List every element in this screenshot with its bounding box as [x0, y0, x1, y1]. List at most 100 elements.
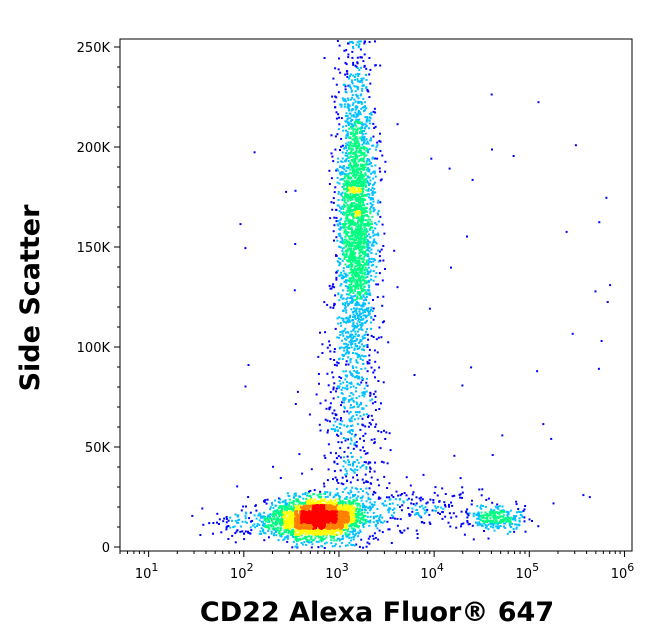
event-point [368, 505, 371, 508]
event-point [345, 100, 347, 103]
event-point [335, 209, 338, 211]
event-point [371, 310, 374, 313]
event-point [365, 181, 368, 184]
event-point [362, 464, 365, 466]
event-point [351, 252, 354, 255]
event-point [367, 416, 369, 419]
event-point [352, 47, 355, 50]
event-point [346, 120, 349, 123]
event-point [490, 520, 493, 523]
event-point [363, 136, 366, 139]
event-point [351, 516, 354, 519]
event-point [338, 502, 341, 505]
event-point [297, 499, 300, 502]
event-point [298, 527, 301, 530]
event-point [491, 454, 494, 456]
event-point [485, 498, 488, 501]
event-point [360, 223, 363, 226]
event-point [356, 459, 359, 462]
event-point [365, 120, 368, 123]
event-point [364, 292, 367, 295]
event-point [344, 302, 347, 304]
event-point [279, 523, 282, 526]
event-point [374, 461, 376, 464]
event-point [358, 310, 361, 313]
event-point [347, 166, 350, 169]
event-point [283, 512, 286, 514]
event-point [362, 546, 365, 549]
event-point [352, 167, 355, 170]
event-point [229, 516, 232, 519]
event-point [324, 542, 327, 545]
event-point [355, 108, 358, 111]
event-point [340, 217, 343, 220]
event-point [363, 226, 366, 229]
event-point [359, 401, 362, 404]
event-point [334, 430, 337, 432]
event-point [348, 319, 351, 322]
event-point [336, 269, 339, 272]
event-point [354, 223, 357, 226]
event-point [331, 525, 334, 528]
event-point [355, 360, 358, 363]
event-point [341, 501, 343, 504]
event-point [349, 199, 352, 202]
event-point [344, 183, 347, 186]
event-point [229, 526, 232, 529]
event-point [357, 111, 360, 114]
event-point [292, 512, 295, 515]
event-point [356, 499, 359, 502]
event-point [345, 320, 348, 323]
event-point [310, 538, 313, 541]
event-point [345, 523, 348, 525]
event-point [508, 524, 511, 527]
event-point [354, 345, 357, 347]
event-point [350, 276, 353, 279]
event-point [284, 502, 287, 505]
event-point [338, 427, 341, 429]
event-point [372, 318, 375, 321]
event-point [380, 336, 383, 339]
event-point [355, 301, 358, 304]
event-point [359, 496, 362, 499]
event-point [236, 514, 239, 517]
event-point [348, 335, 351, 338]
event-point [301, 529, 304, 531]
event-point [286, 537, 289, 540]
event-point [361, 265, 364, 268]
event-point [342, 178, 345, 181]
event-point [289, 517, 292, 520]
event-point [354, 123, 357, 126]
event-point [364, 173, 367, 176]
event-point [290, 507, 293, 510]
event-point [489, 512, 491, 515]
event-point [352, 514, 355, 517]
event-point [352, 494, 354, 497]
event-point [343, 258, 346, 260]
event-point [403, 492, 406, 494]
event-point [373, 438, 376, 441]
event-point [366, 319, 368, 322]
event-point [336, 223, 339, 226]
event-point [431, 509, 434, 512]
event-point [359, 340, 361, 343]
event-point [293, 504, 295, 507]
event-point [316, 500, 319, 503]
event-point [354, 196, 357, 199]
event-point [332, 503, 335, 506]
event-point [343, 188, 346, 191]
event-point [292, 540, 295, 543]
event-point [368, 250, 371, 253]
event-point [359, 504, 362, 507]
event-point [350, 308, 353, 311]
event-point [282, 511, 285, 514]
event-point [345, 425, 348, 428]
event-point [285, 527, 287, 529]
event-point [346, 204, 349, 206]
event-point [332, 428, 334, 431]
event-point [355, 170, 358, 173]
event-point [323, 482, 325, 485]
event-point [314, 537, 317, 540]
event-point [361, 495, 364, 498]
event-point [338, 496, 341, 498]
